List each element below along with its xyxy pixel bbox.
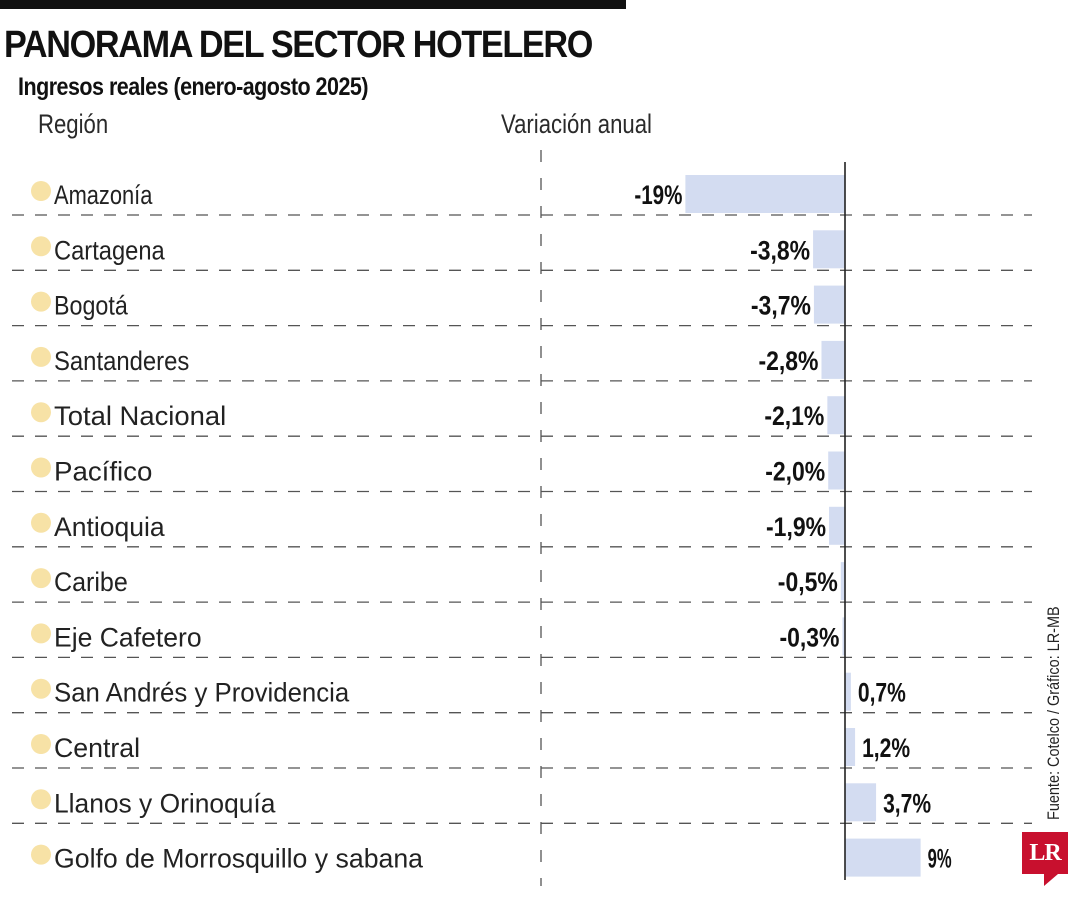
bullet-central <box>31 734 51 754</box>
value-label-san-andres-y-providencia: 0,7% <box>858 678 906 708</box>
bullet-pacifico <box>31 457 51 478</box>
category-label-santanderes: Santanderes <box>54 346 189 376</box>
region-column-header: Región <box>38 109 109 139</box>
bar-central <box>845 728 856 766</box>
value-label-pacifico: -2,0% <box>765 457 825 487</box>
category-label-caribe: Caribe <box>54 567 128 597</box>
category-label-eje-cafetero: Eje Cafetero <box>54 622 202 652</box>
value-label-caribe: -0,5% <box>778 567 838 597</box>
value-label-total-nacional: -2,1% <box>764 401 824 431</box>
bar-llanos-y-orinoquia <box>845 783 877 822</box>
value-label-bogota: -3,7% <box>751 291 811 321</box>
value-label-central: 1,2% <box>862 733 910 763</box>
bullet-total-nacional <box>31 402 51 423</box>
value-label-golfo-de-morrosquillo-y-sabana: 9% <box>928 844 952 874</box>
value-label-llanos-y-orinoquia: 3,7% <box>883 788 931 818</box>
value-label-cartagena: -3,8% <box>750 235 810 265</box>
bullet-golfo-de-morrosquillo-y-sabana <box>31 844 51 865</box>
bullet-amazonia <box>31 181 51 201</box>
value-label-antioquia: -1,9% <box>766 512 826 542</box>
bullet-santanderes <box>31 346 51 367</box>
category-label-golfo-de-morrosquillo-y-sabana: Golfo de Morrosquillo y sabana <box>54 844 424 874</box>
bullet-eje-cafetero <box>31 623 51 644</box>
category-label-bogota: Bogotá <box>54 291 129 321</box>
category-label-total-nacional: Total Nacional <box>54 401 226 431</box>
category-label-amazonia: Amazonía <box>54 180 153 210</box>
bar-pacifico <box>828 451 845 490</box>
bar-antioquia <box>829 506 845 545</box>
category-label-san-andres-y-providencia: San Andrés y Providencia <box>54 678 350 708</box>
bullet-caribe <box>31 568 51 589</box>
category-label-central: Central <box>54 733 140 763</box>
variation-column-header: Variación anual <box>501 109 652 139</box>
bar-san-andres-y-providencia <box>845 672 851 711</box>
bullet-cartagena <box>31 236 51 257</box>
bullet-bogota <box>31 291 51 312</box>
bar-bogota <box>813 285 845 324</box>
value-label-santanderes: -2,8% <box>758 346 818 376</box>
category-label-llanos-y-orinoquia: Llanos y Orinoquía <box>54 788 276 818</box>
chart-subtitle: Ingresos reales (enero-agosto 2025) <box>18 73 368 101</box>
value-label-eje-cafetero: -0,3% <box>779 622 839 652</box>
source-credit: Fuente: Cotelco / Gráfico: LR-MB <box>1044 606 1063 820</box>
chart-title: PANORAMA DEL SECTOR HOTELERO <box>4 24 593 66</box>
bar-amazonia <box>685 175 845 213</box>
bullet-san-andres-y-providencia <box>31 678 51 699</box>
bar-golfo-de-morrosquillo-y-sabana <box>845 838 921 877</box>
bar-total-nacional <box>827 396 845 435</box>
bullet-llanos-y-orinoquia <box>31 789 51 810</box>
value-label-amazonia: -19% <box>634 180 682 210</box>
lr-logo-tail <box>1044 874 1058 886</box>
bar-santanderes <box>821 340 845 379</box>
bar-eje-cafetero <box>842 617 845 656</box>
bar-caribe <box>840 562 845 601</box>
category-label-pacifico: Pacífico <box>54 457 152 487</box>
top-rule <box>0 0 626 9</box>
bullet-antioquia <box>31 512 51 533</box>
bar-cartagena <box>813 230 845 269</box>
lr-logo: LR <box>1022 832 1068 874</box>
category-label-antioquia: Antioquia <box>54 512 166 542</box>
category-label-cartagena: Cartagena <box>54 235 166 265</box>
